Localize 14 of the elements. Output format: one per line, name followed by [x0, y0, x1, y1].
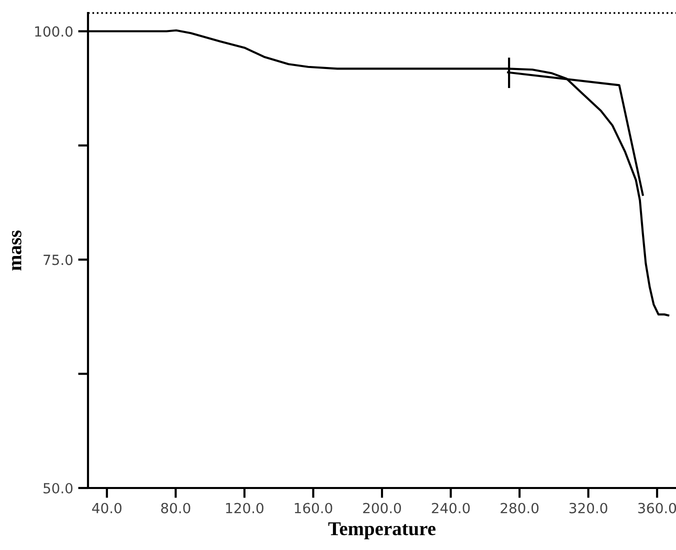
y-tick-label: 100.0 — [35, 26, 72, 37]
x-tick-label: 80.0 — [161, 502, 190, 514]
x-axis-title: Temperature — [328, 522, 436, 540]
x-tick-label: 40.0 — [92, 502, 122, 514]
x-tick-label: 120.0 — [226, 502, 264, 514]
y-tick-label: 75.0 — [44, 254, 72, 266]
x-tick-label: 280.0 — [500, 502, 538, 514]
y-axis-title: mass — [12, 230, 22, 271]
x-tick-label: 360.0 — [638, 502, 676, 514]
y-tick-label: 50.0 — [44, 482, 72, 494]
x-tick-label: 160.0 — [294, 502, 332, 514]
x-tick-label: 240.0 — [432, 502, 470, 514]
x-tick-label: 320.0 — [569, 502, 608, 514]
x-tick-label: 200.0 — [363, 502, 401, 514]
